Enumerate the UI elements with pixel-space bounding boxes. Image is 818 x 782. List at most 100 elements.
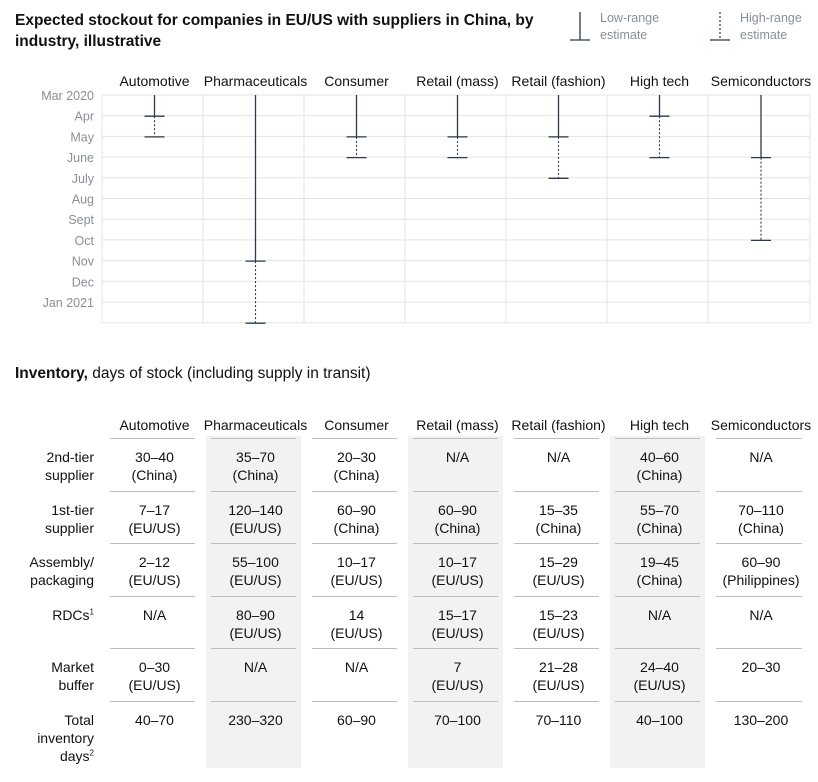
row-label-line: supplier	[44, 467, 94, 483]
row-label-line: Assembly/	[29, 554, 94, 570]
row-rule	[110, 438, 195, 439]
cell-line: 55–70	[640, 501, 679, 518]
row-rule	[514, 438, 599, 439]
cell-line: (EU/US)	[128, 677, 181, 693]
row-label-line: Total	[64, 711, 94, 728]
table-cell: 60–90	[307, 711, 407, 729]
cell-line: 10–17	[438, 554, 477, 570]
table-cell: 19–45 (China)	[610, 553, 710, 589]
table-cell: 55–100 (EU/US)	[206, 553, 306, 589]
cell-line: 20–30	[741, 659, 781, 675]
cell-line: 24–40	[640, 659, 679, 675]
row-label-line: Market	[51, 659, 94, 675]
row-rule	[413, 490, 498, 492]
cell-line: (EU/US)	[229, 519, 282, 536]
row-label-line: buffer	[58, 677, 94, 693]
row-rule	[110, 648, 195, 649]
table-cell: 70–100	[408, 711, 508, 729]
month-label: Jan 2021	[43, 296, 94, 310]
row-rule	[211, 700, 296, 702]
table-cell: 20–30 (China)	[307, 448, 407, 484]
cell-line: 60–90	[438, 501, 477, 518]
table-cell: 60–90 (China)	[307, 501, 407, 537]
table-cell: 24–40 (EU/US)	[610, 658, 710, 694]
cell-line: (China)	[636, 467, 683, 483]
row-label: RDCs1	[0, 606, 94, 624]
cell-line: (Philippines)	[722, 572, 800, 588]
cell-line: 70–110	[738, 501, 784, 518]
table-cell: N/A	[711, 448, 811, 466]
month-label: Nov	[72, 255, 95, 269]
row-rule	[211, 438, 296, 439]
cell-line: 120–140	[228, 501, 283, 518]
cell-line: (EU/US)	[330, 572, 383, 588]
row-label-line: RDCs1	[52, 606, 94, 623]
cell-line: 15–35	[539, 501, 578, 518]
table-cell: 14 (EU/US)	[307, 606, 407, 642]
column-header: Retail (mass)	[416, 417, 499, 433]
table-cell: 70–110	[509, 711, 609, 729]
table-cell: 15–35 (China)	[509, 501, 609, 537]
footnote-marker: 1	[89, 606, 94, 616]
column-header: Consumer	[324, 417, 389, 433]
table-cell: 35–70 (China)	[206, 448, 306, 484]
cell-line: N/A	[749, 449, 773, 465]
cell-line: N/A	[344, 659, 369, 675]
category-label: High tech	[630, 73, 689, 89]
month-label: Dec	[72, 275, 94, 289]
cell-line: 14	[348, 606, 365, 623]
cell-line: N/A	[243, 659, 268, 675]
column-header: Pharmaceuticals	[203, 417, 308, 433]
row-rule	[615, 543, 700, 544]
table-cell: 55–70 (China)	[610, 501, 710, 537]
cell-line: 21–28	[539, 659, 578, 675]
cell-line: 70–100	[434, 711, 481, 728]
row-rule	[312, 543, 397, 544]
cell-line: N/A	[749, 606, 773, 623]
table-cell: 15–29 (EU/US)	[509, 553, 609, 589]
cell-line: 19–45	[640, 554, 679, 570]
row-rule	[716, 648, 802, 649]
cell-line: 30–40	[135, 449, 174, 465]
cell-line: 10–17	[337, 554, 376, 570]
row-label: Market buffer	[0, 658, 94, 694]
row-rule	[211, 490, 296, 492]
row-rule	[514, 490, 599, 492]
month-label: June	[67, 151, 94, 165]
table-cell: 0–30 (EU/US)	[105, 658, 205, 694]
table-cell: 120–140 (EU/US)	[206, 501, 306, 537]
table-cell: 20–30	[711, 658, 811, 676]
table-cell: 10–17 (EU/US)	[408, 553, 508, 589]
table-cell: 15–17 (EU/US)	[408, 606, 508, 642]
category-label: Pharmaceuticals	[204, 73, 308, 89]
category-label: Retail (mass)	[416, 73, 498, 89]
table-cell: 130–200	[711, 711, 811, 729]
row-rule	[110, 595, 195, 597]
legend-low-label: Low-range estimate	[600, 11, 660, 42]
cell-line: (EU/US)	[229, 624, 282, 641]
legend-high-icon	[710, 12, 730, 41]
row-rule	[211, 648, 296, 649]
row-rule	[514, 648, 599, 649]
cell-line: 80–90	[236, 606, 275, 623]
table-cell: 7 (EU/US)	[408, 658, 508, 694]
row-rule	[110, 543, 195, 544]
cell-line: 15–23	[539, 606, 578, 623]
row-rule	[312, 648, 397, 649]
month-label: May	[70, 130, 94, 144]
legend-low-icon	[570, 12, 590, 41]
table-cell: 60–90 (Philippines)	[711, 553, 811, 589]
cell-line: (EU/US)	[128, 519, 181, 536]
month-label: Apr	[75, 110, 94, 124]
row-rule	[211, 595, 296, 597]
cell-line: 15–29	[539, 554, 578, 570]
category-label: Retail (fashion)	[511, 73, 605, 89]
row-rule	[211, 543, 296, 544]
cell-line: 2–12	[138, 554, 171, 570]
table-cell: N/A	[206, 658, 306, 676]
cell-line: (China)	[636, 519, 683, 536]
cell-line: 20–30	[337, 449, 376, 465]
table-cell: N/A	[509, 448, 609, 466]
table-cell: 21–28 (EU/US)	[509, 658, 609, 694]
